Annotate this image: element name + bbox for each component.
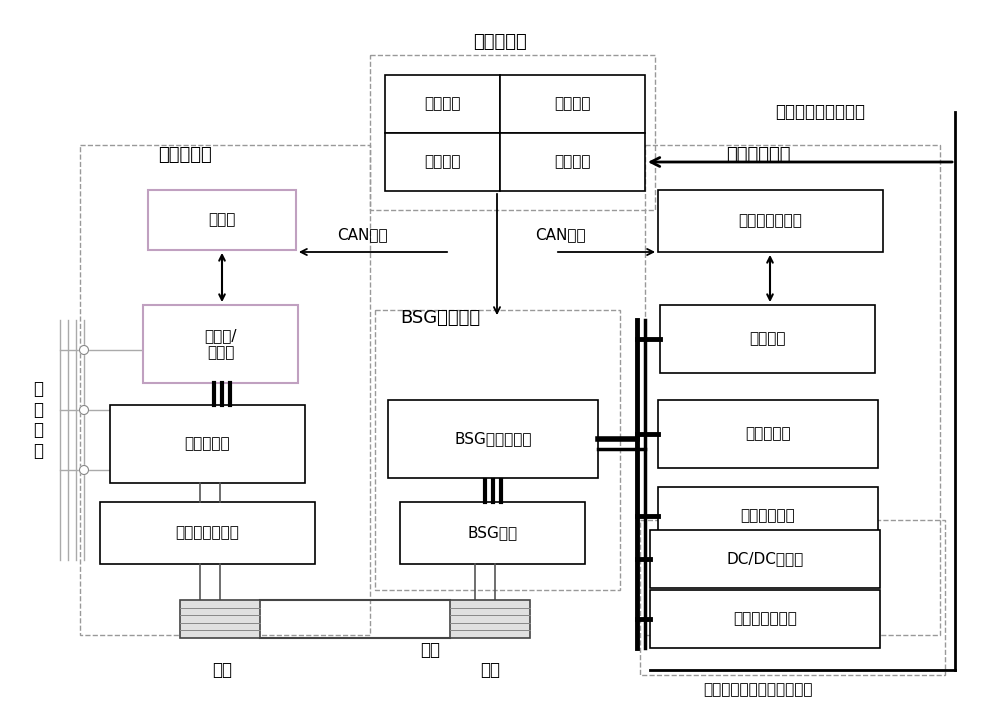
Bar xyxy=(650,530,880,588)
Circle shape xyxy=(80,465,88,475)
Bar xyxy=(375,310,620,590)
Circle shape xyxy=(80,406,88,414)
Text: BSG电机: BSG电机 xyxy=(467,526,518,541)
Bar xyxy=(450,600,530,638)
Text: 电动空调压缩机: 电动空调压缩机 xyxy=(733,612,797,627)
Bar xyxy=(370,55,655,210)
Text: BSG电机控制器: BSG电机控制器 xyxy=(454,432,532,447)
Text: 数据采集: 数据采集 xyxy=(424,154,461,169)
Bar xyxy=(385,75,500,133)
Text: 程控电源: 程控电源 xyxy=(749,332,786,347)
Text: 电池管理系统: 电池管理系统 xyxy=(741,508,795,523)
Bar xyxy=(500,133,645,191)
Text: 数据采集与控制输出: 数据采集与控制输出 xyxy=(775,103,865,121)
Bar xyxy=(110,405,305,483)
Bar xyxy=(80,145,370,635)
Text: 带轮: 带轮 xyxy=(480,661,500,679)
Text: 显示输出: 显示输出 xyxy=(554,154,591,169)
Text: 上位机模块: 上位机模块 xyxy=(473,33,527,51)
Text: 附属电气系统负载模拟模块: 附属电气系统负载模拟模块 xyxy=(703,683,813,697)
Text: 测功机模块: 测功机模块 xyxy=(158,146,212,164)
Bar xyxy=(500,75,645,133)
Text: DC/DC变换器: DC/DC变换器 xyxy=(726,551,804,567)
Bar xyxy=(385,133,500,191)
Bar xyxy=(640,520,945,675)
Text: BSG电机模块: BSG电机模块 xyxy=(400,309,480,327)
Text: 带轮: 带轮 xyxy=(212,661,232,679)
Bar xyxy=(143,305,298,383)
Bar xyxy=(658,400,878,468)
Bar xyxy=(180,600,260,638)
Text: 程控电源控制器: 程控电源控制器 xyxy=(739,213,802,228)
Text: 皮带: 皮带 xyxy=(420,641,440,659)
Text: 测控仪: 测控仪 xyxy=(208,213,236,228)
Text: 动力蓄电池: 动力蓄电池 xyxy=(745,426,791,442)
Text: 控制输出: 控制输出 xyxy=(554,96,591,111)
Text: 数据处理: 数据处理 xyxy=(424,96,461,111)
Bar xyxy=(400,502,585,564)
Bar xyxy=(388,400,598,478)
Bar xyxy=(100,502,315,564)
Text: CAN通讯: CAN通讯 xyxy=(337,228,387,243)
Bar xyxy=(645,145,940,635)
Circle shape xyxy=(80,345,88,355)
Bar xyxy=(148,190,296,250)
Text: 电力测功机: 电力测功机 xyxy=(185,437,230,452)
Text: 变频器/
逃变器: 变频器/ 逃变器 xyxy=(204,328,237,360)
Bar xyxy=(650,590,880,648)
Bar xyxy=(658,487,878,545)
Bar xyxy=(660,305,875,373)
Text: 交
流
电
网: 交 流 电 网 xyxy=(33,380,43,460)
Text: 动力电源模块: 动力电源模块 xyxy=(726,146,790,164)
Text: 转速转矩传感器: 转速转矩传感器 xyxy=(176,526,239,541)
Text: CAN通讯: CAN通讯 xyxy=(535,228,585,243)
Bar xyxy=(658,190,883,252)
